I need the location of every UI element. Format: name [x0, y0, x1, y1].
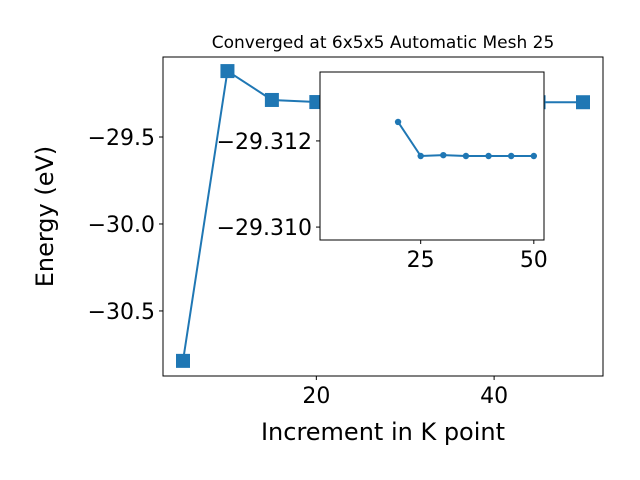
x-tick-label: 20 — [302, 384, 330, 409]
y-tick-label: −29.312 — [217, 130, 312, 155]
y-axis-label: Energy (eV) — [31, 146, 59, 288]
marker — [220, 64, 235, 79]
frame — [319, 71, 545, 241]
y-tick-label: −30.5 — [88, 300, 155, 325]
marker — [394, 118, 402, 126]
marker — [176, 353, 190, 368]
marker — [440, 151, 447, 159]
series-group — [394, 118, 538, 160]
marker — [530, 152, 538, 160]
y-tick-label: −29.310 — [217, 216, 312, 241]
frame — [162, 56, 604, 377]
marker — [485, 152, 492, 160]
x-tick-label: 50 — [520, 248, 548, 273]
y-tick-label: −29.5 — [88, 126, 155, 151]
chart-title: Converged at 6x5x5 Automatic Mesh 25 — [212, 33, 555, 53]
marker — [417, 152, 424, 160]
x-axis-label: Increment in K point — [261, 418, 505, 446]
x-tick-label: 40 — [480, 384, 508, 409]
marker — [576, 95, 590, 110]
marker — [462, 152, 470, 160]
marker — [264, 92, 279, 107]
y-tick-label: −30.0 — [88, 213, 155, 238]
x-tick-label: 25 — [407, 248, 435, 273]
marker — [507, 152, 515, 160]
